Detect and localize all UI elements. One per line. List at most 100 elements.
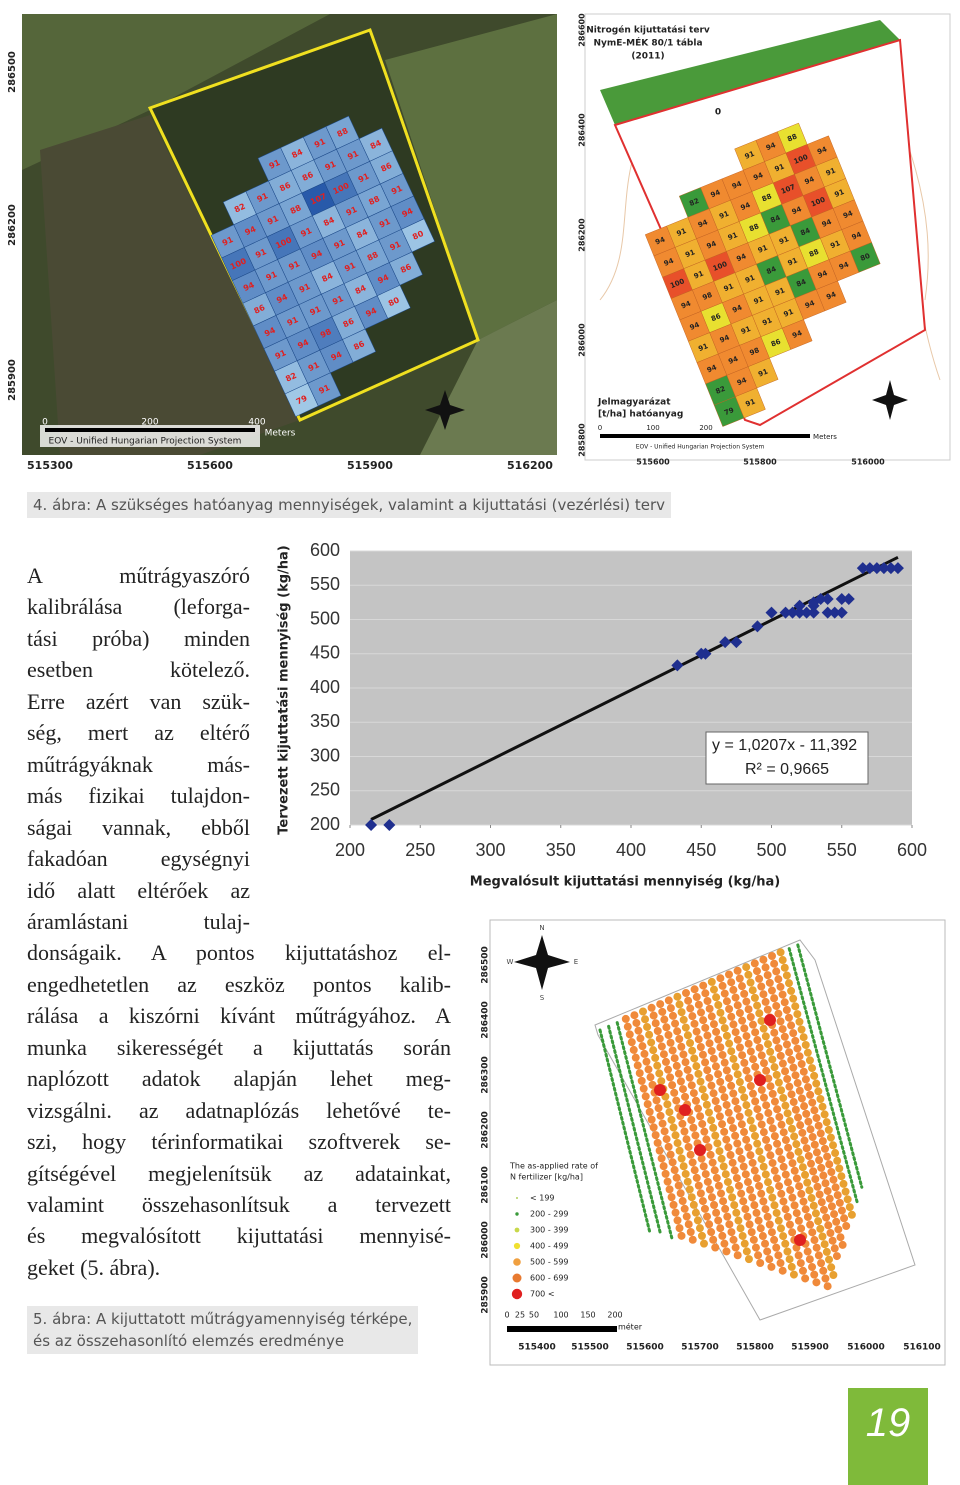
legend-label: < 199	[530, 1194, 555, 1203]
legend-label: 200 - 299	[530, 1210, 569, 1219]
cell-label: 91	[684, 248, 696, 259]
stripe-dot	[654, 1084, 666, 1096]
cell-label: 91	[307, 360, 321, 373]
cell-label: 86	[710, 312, 722, 323]
cell-label: 91	[825, 166, 837, 177]
cell-label: 82	[284, 371, 298, 384]
coord-label: 515900	[347, 459, 393, 472]
grid-cell	[781, 319, 813, 350]
field-patch	[420, 300, 557, 455]
caption-line: 5. ábra: A kijuttatott műtrágyamennyiség…	[33, 1310, 413, 1328]
map-label: Jelmagyarázat	[597, 398, 671, 408]
cell-label: 80	[387, 295, 401, 308]
coord-label: 286300	[481, 1056, 491, 1094]
legend-swatch	[513, 1242, 521, 1250]
cell-label: 82	[688, 197, 700, 208]
cell-label: 94	[791, 329, 803, 340]
stripe	[733, 966, 834, 1297]
cell-label: 86	[252, 303, 266, 316]
cell-label: 91	[266, 214, 280, 227]
coord-label: 516200	[507, 459, 553, 472]
cell-label: 94	[739, 201, 751, 212]
x-tick-label: 400	[616, 840, 646, 860]
point	[800, 606, 813, 619]
coord-label: 285900	[481, 1276, 491, 1314]
cell-label: 91	[693, 269, 705, 280]
cell-label: 91	[744, 397, 756, 408]
coord-label: 286600	[578, 13, 587, 47]
coord-label: 515800	[736, 1343, 774, 1353]
cell-label: 82	[714, 385, 726, 396]
legend-swatch	[512, 1273, 522, 1283]
caption-line: és az összehasonlító elemzés eredménye	[33, 1332, 345, 1350]
x-tick-label: 450	[686, 840, 716, 860]
cell-label: 91	[740, 325, 752, 336]
body-line: vizsgálni. az adatnaplózás lehetővé te-	[27, 1097, 451, 1123]
cell-label: 91	[833, 188, 845, 199]
cell-label: 94	[330, 350, 344, 363]
cell-label: 79	[295, 393, 309, 406]
equation-box	[705, 731, 869, 785]
coord-label: 515400	[518, 1343, 556, 1353]
cell-label: 91	[388, 239, 402, 252]
chart: 200 250 300 350 400 450 500 550 600 200 250 300 350 4…	[277, 540, 928, 890]
coord-label: 286500	[481, 946, 491, 984]
map-label: 50	[529, 1311, 539, 1320]
x-tick-label: 600	[897, 840, 927, 860]
legend-swatch	[515, 1212, 519, 1216]
cell-label: 98	[749, 346, 761, 357]
point	[835, 606, 848, 619]
cell-label: 91	[744, 150, 756, 161]
stripe-dot	[694, 1144, 706, 1156]
point	[719, 636, 732, 649]
stripe-dot	[754, 1074, 766, 1086]
grid-cell	[307, 372, 342, 407]
legend-swatch	[511, 1288, 523, 1300]
point	[828, 606, 841, 619]
stripe	[656, 1000, 733, 1262]
cell-label: 94	[376, 273, 390, 286]
map-label: EOV - Unified Hungarian Projection Syste…	[636, 444, 765, 451]
grid-cell	[850, 242, 881, 273]
cell-label: 94	[804, 299, 816, 310]
cell-label: 91	[727, 231, 739, 242]
point	[793, 606, 806, 619]
cell-label: 94	[727, 355, 739, 366]
cell-label: 91	[308, 304, 322, 317]
point	[786, 606, 799, 619]
stripe	[664, 996, 744, 1266]
body-line: fakadóan egységnyi	[27, 846, 250, 872]
map-label: 0	[598, 424, 602, 432]
compass	[514, 935, 570, 990]
cell-label: 94	[765, 141, 777, 152]
cell-label: 91	[829, 239, 841, 250]
point	[863, 562, 876, 575]
compass-label: W	[507, 958, 514, 966]
cell-label: 88	[367, 194, 381, 207]
legend-swatch	[513, 1258, 521, 1266]
cell-label: 94	[735, 252, 747, 263]
cell-label: 91	[697, 342, 709, 353]
stripe	[682, 989, 766, 1274]
x-tick-label: 550	[827, 840, 857, 860]
caption: 4. ábra: A szükséges hatóanyag mennyiség…	[27, 492, 671, 518]
body-line: és megvalósított kijuttatási mennyisé-	[27, 1223, 451, 1249]
body-line: engedhetetlen az eszköz pontos kalib-	[27, 971, 451, 997]
point	[884, 562, 897, 575]
coord-label: 285900	[7, 359, 18, 401]
legend-label: 600 - 699	[530, 1274, 569, 1283]
cell-label: 91	[286, 315, 300, 328]
cell-label: 94	[242, 280, 256, 293]
cell-label: 94	[838, 260, 850, 271]
body-line: idő alatt eltérőek az	[27, 877, 250, 903]
coord-label: 515300	[27, 459, 73, 472]
cell-label: 84	[322, 215, 336, 228]
stripe	[621, 1014, 688, 1247]
point	[891, 562, 904, 575]
cell-label: 88	[761, 192, 773, 203]
cell-label: 91	[345, 205, 359, 218]
cell-label: 94	[851, 230, 863, 241]
field-patch	[40, 115, 300, 455]
stripe	[750, 959, 843, 1267]
cell-label: 94	[752, 171, 764, 182]
